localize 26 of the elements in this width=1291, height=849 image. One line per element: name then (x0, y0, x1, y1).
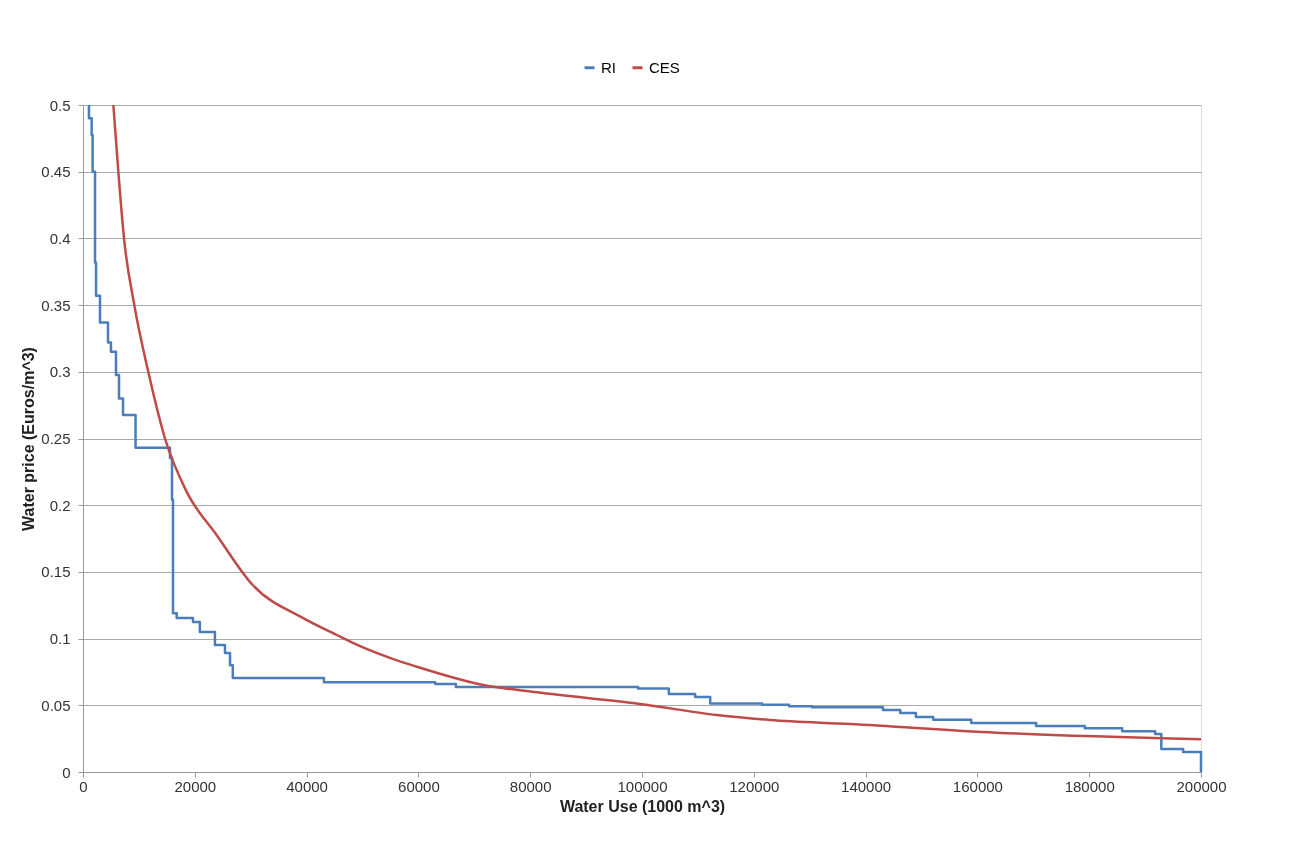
y-tick-label: 0.1 (49, 630, 71, 648)
x-axis-title: Water Use (1000 m^3) (559, 797, 726, 815)
x-tick-label: 120000 (729, 777, 780, 795)
x-tick-label: 60000 (398, 777, 440, 795)
x-tick-label: 160000 (952, 777, 1003, 795)
x-tick-label: 140000 (841, 777, 892, 795)
x-tick-label: 40000 (286, 777, 328, 795)
x-tick-label: 20000 (174, 777, 217, 795)
x-tick-label: 200000 (1176, 777, 1227, 795)
y-tick-label: 0.15 (41, 563, 71, 581)
y-tick-label: 0.25 (41, 430, 71, 447)
y-axis-title: Water price (Euros/m^3) (20, 347, 38, 531)
x-tick-label: 180000 (1064, 777, 1115, 795)
y-tick-label: 0 (62, 763, 71, 781)
y-tick-label: 0.05 (41, 696, 71, 714)
y-tick-label: 0.4 (49, 229, 71, 247)
legend-label: CES (649, 58, 680, 76)
y-tick-label: 0.35 (41, 296, 71, 314)
legend-label: RI (601, 58, 616, 76)
y-tick-label: 0.5 (49, 96, 71, 114)
y-tick-label: 0.3 (49, 363, 71, 381)
y-tick-label: 0.2 (49, 496, 71, 514)
y-tick-label: 0.45 (41, 163, 71, 181)
x-tick-label: 100000 (617, 777, 668, 795)
x-tick-label: 80000 (509, 777, 552, 795)
x-tick-label: 0 (79, 777, 88, 795)
